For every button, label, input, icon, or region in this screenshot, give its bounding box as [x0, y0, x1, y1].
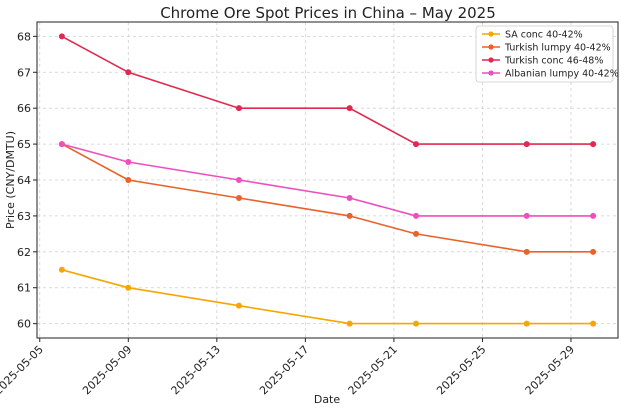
series-line	[61, 143, 594, 253]
axis-ticks: 60 61 62 63 64 65 66 67 68 2025-05-05 2025-05-09 20…	[0, 30, 577, 397]
data-point	[590, 248, 597, 255]
chart-title: Chrome Ore Spot Prices in China – May 20…	[160, 4, 496, 22]
y-tick-label: 67	[17, 66, 31, 79]
legend-label: SA conc 40-42%	[505, 30, 583, 41]
data-point	[125, 177, 132, 183]
data-point	[125, 159, 132, 166]
series-lines	[58, 33, 597, 327]
data-point	[346, 212, 353, 219]
plot-area-frame	[36, 21, 619, 339]
y-tick-label: 66	[17, 102, 31, 115]
series-1	[58, 141, 597, 255]
series-0	[58, 266, 597, 327]
legend-marker	[488, 31, 494, 37]
legend-frame	[475, 25, 614, 83]
data-point	[58, 266, 65, 273]
y-tick-label: 64	[17, 174, 31, 187]
y-tick-label: 68	[17, 30, 31, 43]
x-tick-label: 2025-05-21	[346, 343, 400, 397]
data-point	[346, 105, 353, 112]
x-tick-label: 2025-05-05	[0, 343, 46, 397]
data-point	[590, 141, 597, 148]
x-tick-label: 2025-05-17	[257, 343, 311, 397]
data-point	[413, 212, 420, 219]
data-point	[413, 141, 420, 148]
x-tick-label: 2025-05-09	[80, 343, 134, 397]
data-point	[413, 230, 420, 237]
data-point	[413, 320, 420, 327]
data-point	[523, 141, 530, 148]
data-point	[346, 194, 353, 201]
data-point	[125, 69, 132, 76]
data-point	[346, 320, 353, 327]
legend-marker	[488, 70, 494, 76]
x-tick-label: 2025-05-29	[523, 343, 577, 397]
data-point	[590, 320, 597, 327]
data-point	[590, 212, 597, 219]
y-tick-label: 61	[17, 282, 31, 295]
data-point	[235, 194, 242, 201]
x-tick-label: 2025-05-25	[434, 343, 488, 397]
legend-marker	[488, 57, 494, 63]
data-point	[523, 320, 530, 327]
series-line	[61, 269, 594, 325]
data-point	[58, 141, 65, 148]
data-point	[58, 33, 65, 40]
y-tick-label: 60	[17, 318, 31, 331]
series-2	[58, 33, 597, 148]
data-point	[235, 177, 242, 183]
y-tick-label: 65	[17, 138, 31, 151]
data-point	[523, 248, 530, 255]
x-tick-label: 2025-05-13	[169, 343, 223, 397]
legend: SA conc 40-42% Turkish lumpy 40-42% Turkis…	[475, 25, 619, 83]
series-3	[58, 141, 597, 219]
data-point	[523, 212, 530, 219]
y-tick-label: 62	[17, 246, 31, 259]
data-point	[235, 105, 242, 112]
legend-label: Turkish conc 46-48%	[504, 56, 603, 67]
data-point	[125, 284, 132, 291]
legend-label: Turkish lumpy 40-42%	[504, 43, 611, 54]
data-point	[235, 302, 242, 309]
y-tick-label: 63	[17, 210, 31, 223]
x-axis-label: Date	[314, 393, 341, 406]
legend-label: Albanian lumpy 40-42%	[505, 69, 619, 80]
legend-marker	[488, 44, 494, 50]
y-axis-label: Price (CNY/DMTU)	[4, 131, 17, 229]
